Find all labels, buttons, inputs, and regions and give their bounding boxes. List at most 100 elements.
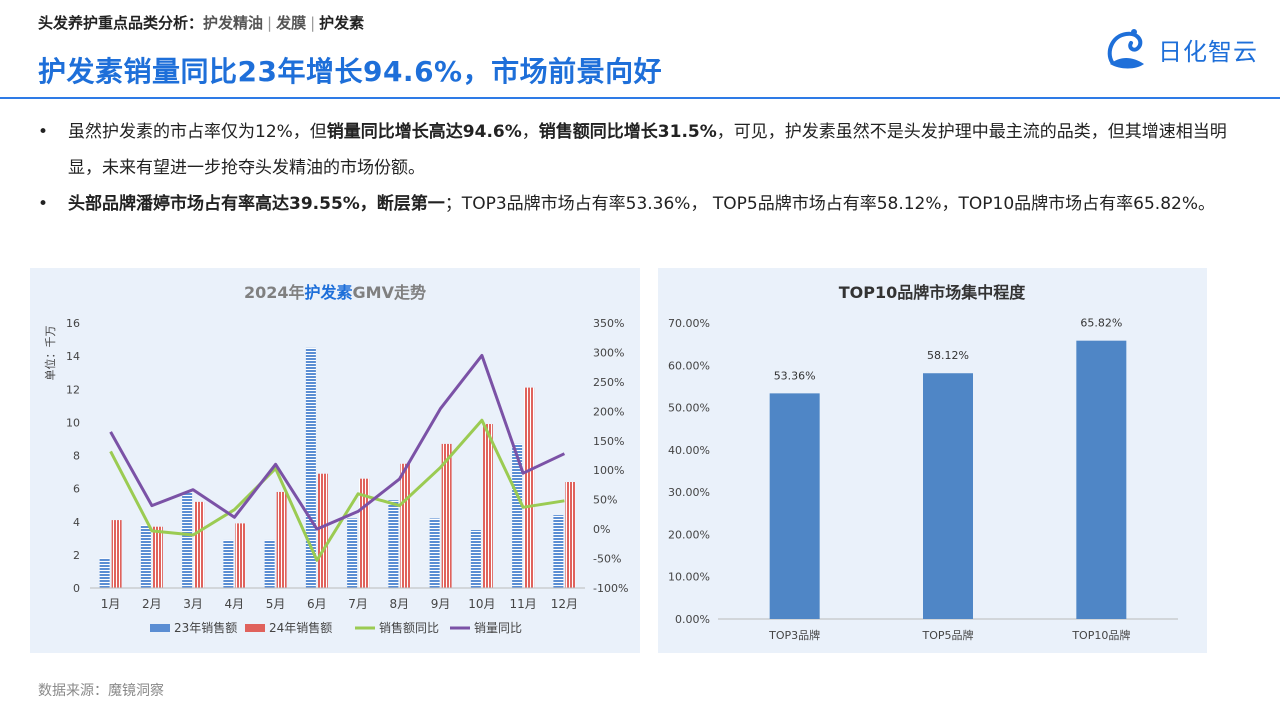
chart-title: TOP10品牌市场集中程度 [839,283,1027,302]
y2-tick-label: 0% [593,523,610,536]
legend-label: 销售额同比 [379,620,439,635]
y2-tick-label: 250% [593,376,624,389]
x-tick-label: 2月 [142,597,162,611]
y2-tick-label: 200% [593,405,624,418]
breadcrumb-separator: | [310,14,316,32]
y-axis-label: 单位：千万 [43,326,57,381]
breadcrumb: 头发养护重点品类分析：护发精油 | 发膜 | 护发素 [38,12,364,33]
x-tick-label: 3月 [183,597,203,611]
y-tick-label: 6 [73,483,80,496]
bar-23-sales [99,558,110,588]
bar-24-sales [400,463,411,588]
bar-24-sales [441,443,452,588]
bar-brand-share [1076,340,1127,619]
chart-title-part: 2024年 [244,283,305,302]
y-tick-label: 50.00% [668,402,710,415]
bullet-item-brands: • 头部品牌潘婷市场占有率高达39.55%，断层第一；TOP3品牌市场占有率53… [38,186,1238,222]
y-tick-label: 70.00% [668,317,710,330]
breadcrumb-separator: | [267,14,273,32]
bullet-highlight: 销量同比增长高达94.6% [326,122,522,142]
bullet-marker: • [38,122,49,142]
legend-swatch [150,624,170,632]
gmv-trend-chart: 2024年护发素GMV走势 单位：千万 0 2 4 6 8 10 12 14 16 -100% -… [43,283,628,635]
legend-label: 24年销售额 [269,620,332,635]
y-tick-label: 16 [66,317,80,330]
bar-24-sales [317,473,328,588]
y-tick-label: 14 [66,350,80,363]
y-tick-label: 0 [73,582,80,595]
legend-swatch [245,624,265,632]
bar-24-sales [111,520,122,588]
x-tick-label: 12月 [551,597,578,611]
x-tick-label: TOP10品牌 [1071,628,1130,642]
bar-23-sales [512,443,523,588]
y-tick-label: 4 [73,516,80,529]
bullet-text: ， [521,122,539,142]
bar-23-sales [264,539,275,588]
bar-23-sales [223,539,234,588]
bar-24-sales [524,387,535,588]
summary-bullets: • 虽然护发素的市占率仅为12%，但销量同比增长高达94.6%，销售额同比增长3… [38,114,1238,222]
bar-23-sales [388,500,399,588]
line-volume-yoy [109,353,566,531]
data-label: 65.82% [1080,317,1122,330]
data-source-note: 数据来源：魔镜洞察 [38,683,164,699]
bullet-marker: • [38,194,49,214]
breadcrumb-item-active: 护发素 [319,14,365,32]
bar-23-sales [182,491,193,588]
x-tick-label: 10月 [468,597,495,611]
y-tick-label: 2 [73,549,80,562]
breadcrumb-item-mask[interactable]: 发膜 [276,14,307,32]
bullet-text: 虽然护发素的市占率仅为12%，但 [68,122,327,142]
bar-brand-share [769,393,820,619]
data-label: 58.12% [927,349,969,362]
y-tick-label: 10.00% [668,571,710,584]
y-tick-label: 60.00% [668,359,710,372]
page-title: 护发素销量同比23年增长94.6%，市场前景向好 [38,55,663,88]
y-tick-label: 12 [66,383,80,396]
bar-23-sales [553,515,564,588]
bullet-item-sales: • 虽然护发素的市占率仅为12%，但销量同比增长高达94.6%，销售额同比增长3… [38,114,1238,186]
bar-24-sales [235,523,246,588]
y2-tick-label: 300% [593,346,624,359]
bar-24-sales [152,526,163,588]
bullet-highlight: 头部品牌潘婷市场占有率高达39.55%，断层第一 [68,194,445,214]
y-tick-label: 8 [73,450,80,463]
y-tick-label: 40.00% [668,444,710,457]
gmv-chart-panel: 2024年护发素GMV走势 单位：千万 0 2 4 6 8 10 12 14 16 -100% -… [30,268,640,653]
bar-24-sales [359,478,370,588]
chart-title-part: 护发素 [305,283,353,302]
bar-23-sales [140,525,151,588]
legend-label: 23年销售额 [174,620,237,635]
y-tick-label: 0.00% [675,613,710,626]
x-tick-label: TOP5品牌 [921,628,973,642]
brand-logo-icon [1107,29,1144,69]
x-tick-label: 6月 [307,597,327,611]
x-tick-label: 9月 [431,597,451,611]
y2-tick-label: 150% [593,435,624,448]
breadcrumb-prefix: 头发养护重点品类分析： [38,14,204,32]
line-sales-yoy [109,418,565,562]
bullet-highlight: 销售额同比增长31.5% [538,122,717,142]
chart-title-part: GMV走势 [353,283,426,302]
brand-logo-text: 日化智云 [1158,38,1258,66]
y2-tick-label: -50% [593,553,621,566]
y2-tick-label: 350% [593,317,624,330]
bar-24-sales [565,482,576,588]
bar-23-sales [429,518,440,588]
bar-23-sales [347,518,358,588]
x-tick-label: 7月 [348,597,368,611]
breadcrumb-item-oil[interactable]: 护发精油 [203,14,264,32]
y-tick-label: 10 [66,416,80,429]
x-tick-label: 4月 [225,597,245,611]
bullet-text: ，可见，护发素虽然不是头发护理中最主流的品类，但其增速相当明显，未来有望进一步抢… [68,122,1227,178]
top10-chart-panel: TOP10品牌市场集中程度 0.00% 10.00% 20.00% 30.00% 40.… [658,268,1207,653]
chart-legend: 23年销售额 24年销售额 销售额同比 销量同比 [150,620,522,635]
bar-24-sales [482,424,493,588]
brand-concentration-chart: TOP10品牌市场集中程度 0.00% 10.00% 20.00% 30.00% 40.… [668,283,1178,642]
y2-tick-label: 100% [593,464,624,477]
x-tick-label: 1月 [101,597,121,611]
x-tick-label: 8月 [390,597,410,611]
bullet-text: ；TOP3品牌市场占有率53.36%， TOP5品牌市场占有率58.12%，TO… [444,194,1215,214]
y2-tick-label: 50% [593,494,617,507]
